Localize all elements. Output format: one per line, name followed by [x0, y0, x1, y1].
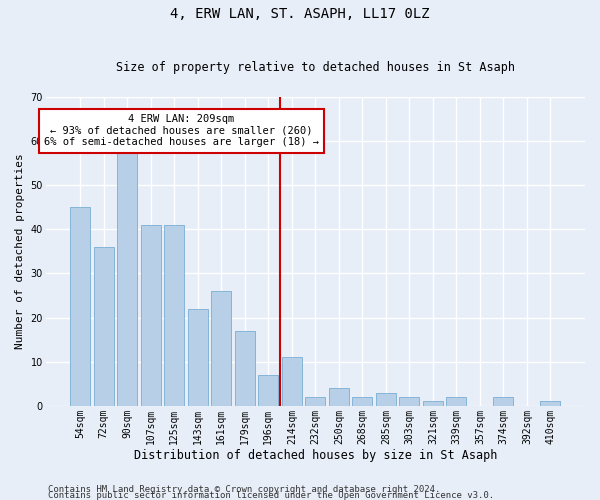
- Text: 4, ERW LAN, ST. ASAPH, LL17 0LZ: 4, ERW LAN, ST. ASAPH, LL17 0LZ: [170, 8, 430, 22]
- Bar: [352, 397, 373, 406]
- Bar: [141, 224, 161, 406]
- Text: Contains HM Land Registry data © Crown copyright and database right 2024.: Contains HM Land Registry data © Crown c…: [48, 484, 440, 494]
- Bar: [235, 331, 255, 406]
- Bar: [188, 308, 208, 406]
- Bar: [423, 402, 443, 406]
- Bar: [282, 358, 302, 406]
- Y-axis label: Number of detached properties: Number of detached properties: [15, 154, 25, 349]
- Bar: [493, 397, 514, 406]
- Bar: [94, 247, 114, 406]
- Bar: [541, 402, 560, 406]
- Bar: [211, 291, 231, 406]
- Text: 4 ERW LAN: 209sqm
← 93% of detached houses are smaller (260)
6% of semi-detached: 4 ERW LAN: 209sqm ← 93% of detached hous…: [44, 114, 319, 148]
- Bar: [259, 375, 278, 406]
- Bar: [164, 224, 184, 406]
- Bar: [70, 207, 90, 406]
- Bar: [305, 397, 325, 406]
- Bar: [446, 397, 466, 406]
- X-axis label: Distribution of detached houses by size in St Asaph: Distribution of detached houses by size …: [134, 450, 497, 462]
- Title: Size of property relative to detached houses in St Asaph: Size of property relative to detached ho…: [116, 62, 515, 74]
- Bar: [329, 388, 349, 406]
- Bar: [400, 397, 419, 406]
- Bar: [117, 150, 137, 406]
- Bar: [376, 392, 396, 406]
- Text: Contains public sector information licensed under the Open Government Licence v3: Contains public sector information licen…: [48, 490, 494, 500]
